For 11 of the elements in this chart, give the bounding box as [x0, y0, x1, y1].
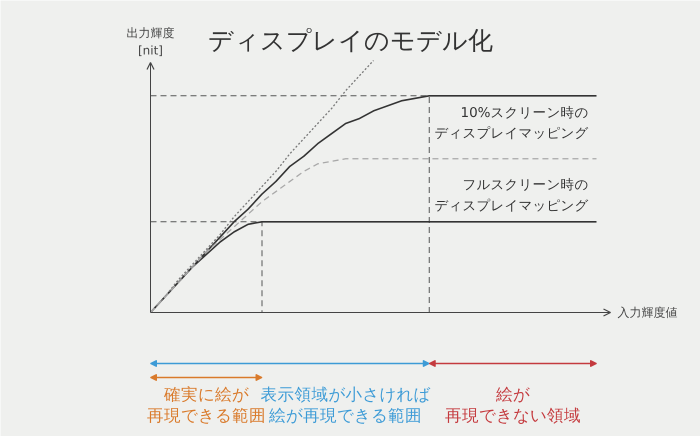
x-axis-title: 入力輝度値 [618, 306, 678, 320]
text: 表示領域が小さければ [260, 385, 432, 404]
text: 絵が再現できる範囲 [268, 406, 422, 425]
text: 再現できない領域 [444, 406, 581, 425]
series-label: フルスクリーン時のディスプレイマッピング [434, 176, 590, 214]
y-axis-title: 出力輝度 [nit] [126, 26, 174, 58]
text: 確実に絵が [162, 385, 250, 404]
text: 絵が [494, 385, 531, 404]
series-label: 10%スクリーン時のディスプレイマッピング [434, 104, 590, 142]
chart-title: ディスプレイのモデル化 [208, 26, 493, 55]
text: 再現できる範囲 [146, 406, 266, 425]
